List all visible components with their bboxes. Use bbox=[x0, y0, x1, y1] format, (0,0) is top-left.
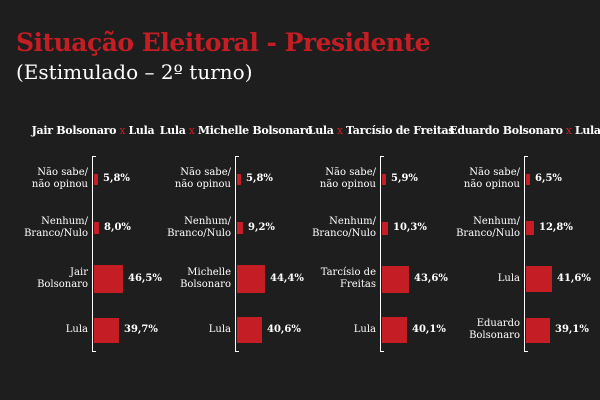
bar bbox=[237, 174, 241, 185]
value-label: 46,5% bbox=[128, 273, 162, 284]
value-label: 44,4% bbox=[270, 273, 304, 284]
value-label: 5,8% bbox=[246, 173, 273, 184]
chart-title-right: Tarcísio de Freitas bbox=[345, 124, 455, 137]
category-label: Eduardo Bolsonaro bbox=[469, 318, 520, 341]
bar bbox=[382, 222, 388, 235]
chart-title: Eduardo Bolsonaro x Lula bbox=[448, 124, 600, 137]
chart-title: Jair Bolsonaro x Lula bbox=[16, 124, 170, 137]
bar bbox=[382, 266, 409, 293]
category-label: Nenhum/Branco/Nulo bbox=[456, 216, 520, 239]
category-label: Lula bbox=[208, 324, 231, 335]
bar bbox=[237, 222, 243, 234]
bar bbox=[237, 317, 262, 343]
bar bbox=[94, 318, 119, 343]
category-label: Nenhum/Branco/Nulo bbox=[312, 216, 376, 239]
chart-title: Lula x Tarcísio de Freitas bbox=[304, 124, 458, 137]
page-title: Situação Eleitoral - Presidente bbox=[16, 28, 431, 57]
category-label: Lula bbox=[497, 273, 520, 284]
value-label: 5,8% bbox=[103, 173, 130, 184]
category-label: Michelle Bolsonaro bbox=[180, 267, 231, 290]
chart-axis bbox=[235, 156, 239, 352]
bar bbox=[94, 174, 98, 185]
category-label: Nenhum/Branco/Nulo bbox=[24, 216, 88, 239]
value-label: 6,5% bbox=[535, 173, 562, 184]
category-label: Lula bbox=[65, 324, 88, 335]
chart-title-left: Lula bbox=[307, 124, 334, 137]
versus-separator: x bbox=[116, 124, 129, 137]
chart-axis bbox=[524, 156, 528, 352]
chart-title-right: Lula bbox=[128, 124, 155, 137]
category-label: Nenhum/Branco/Nulo bbox=[167, 216, 231, 239]
value-label: 39,7% bbox=[124, 324, 158, 335]
chart-title-left: Eduardo Bolsonaro bbox=[449, 124, 563, 137]
category-label: Tarcísio de Freitas bbox=[320, 267, 376, 290]
chart-title-right: Michelle Bolsonaro bbox=[197, 124, 313, 137]
chart-axis bbox=[92, 156, 96, 352]
bar bbox=[526, 221, 534, 235]
category-label: Lula bbox=[353, 324, 376, 335]
value-label: 40,1% bbox=[412, 324, 446, 335]
value-label: 5,9% bbox=[391, 173, 418, 184]
value-label: 43,6% bbox=[414, 273, 448, 284]
value-label: 10,3% bbox=[393, 222, 427, 233]
value-label: 8,0% bbox=[104, 222, 131, 233]
category-label: Não sabe/não opinou bbox=[319, 167, 376, 190]
category-label: Não sabe/não opinou bbox=[174, 167, 231, 190]
bar bbox=[382, 317, 407, 343]
chart-title-left: Lula bbox=[159, 124, 186, 137]
chart-axis bbox=[380, 156, 384, 352]
category-label: Não sabe/não opinou bbox=[31, 167, 88, 190]
chart-panel: Lula x Tarcísio de Freitas Não sabe/não o… bbox=[308, 124, 455, 374]
bar bbox=[94, 265, 123, 293]
page-subtitle: (Estimulado – 2º turno) bbox=[16, 60, 253, 84]
chart-panel: Jair Bolsonaro x Lula Não sabe/não opinou… bbox=[20, 124, 166, 374]
chart-title-right: Lula bbox=[574, 124, 600, 137]
bar bbox=[526, 266, 552, 292]
chart-panel: Eduardo Bolsonaro x Lula Não sabe/não opi… bbox=[449, 124, 600, 374]
versus-separator: x bbox=[333, 124, 346, 137]
bar bbox=[526, 318, 550, 343]
chart-panel: Lula x Michelle Bolsonaro Não sabe/não op… bbox=[160, 124, 313, 374]
value-label: 9,2% bbox=[248, 222, 275, 233]
versus-separator: x bbox=[562, 124, 575, 137]
versus-separator: x bbox=[185, 124, 198, 137]
bar bbox=[94, 222, 99, 234]
bar bbox=[382, 174, 386, 185]
bar bbox=[237, 265, 265, 293]
category-label: Jair Bolsonaro bbox=[37, 267, 88, 290]
chart-title: Lula x Michelle Bolsonaro bbox=[159, 124, 313, 137]
chart-title-left: Jair Bolsonaro bbox=[31, 124, 117, 137]
value-label: 40,6% bbox=[267, 324, 301, 335]
category-label: Não sabe/não opinou bbox=[463, 167, 520, 190]
bar bbox=[526, 174, 530, 185]
value-label: 41,6% bbox=[557, 273, 591, 284]
value-label: 12,8% bbox=[539, 222, 573, 233]
value-label: 39,1% bbox=[555, 324, 589, 335]
